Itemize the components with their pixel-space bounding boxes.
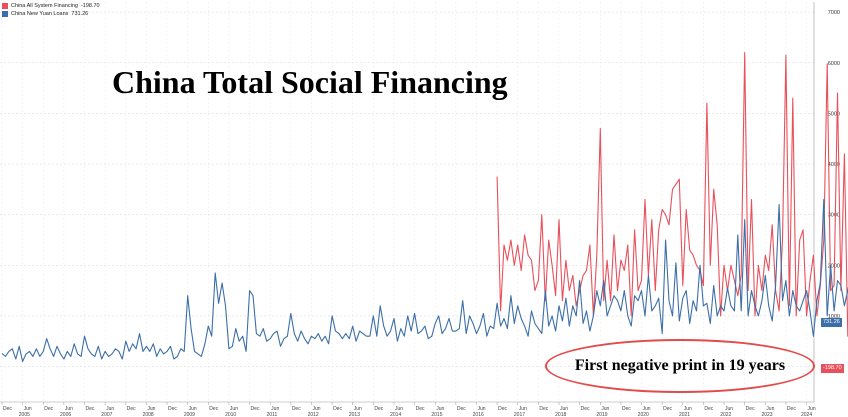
x-month-label: Dec [168,406,177,412]
x-month-label: Dec [251,406,260,412]
last-value-tag-financing: -198.70 [821,364,844,373]
x-year-label: 2010 [225,412,236,417]
x-year-label: 2013 [349,412,360,417]
x-month-label: Dec [127,406,136,412]
x-month-label: Jun [106,406,114,412]
x-year-label: 2020 [638,412,649,417]
x-month-label: Dec [333,406,342,412]
y-tick-label: 1000 [828,314,840,320]
legend: China All System Financing -198.70 China… [2,2,100,18]
x-month-label: Dec [457,406,466,412]
x-month-label: Jun [147,406,155,412]
x-month-label: Jun [477,406,485,412]
x-month-label: Dec [787,406,796,412]
legend-swatch-financing [2,3,8,9]
x-year-label: 2014 [390,412,401,417]
x-month-label: Jun [436,406,444,412]
x-month-label: Jun [395,406,403,412]
legend-item-loans[interactable]: China New Yuan Loans 731.26 [2,10,100,18]
x-month-label: Jun [766,406,774,412]
x-month-label: Dec [209,406,218,412]
y-tick-label: 6000 [828,61,840,67]
legend-value-loans: 731.26 [71,11,89,17]
x-month-label: Dec [746,406,755,412]
x-month-label: Jun [65,406,73,412]
x-year-label: 2022 [720,412,731,417]
x-year-label: 2012 [308,412,319,417]
x-month-label: Dec [3,406,12,412]
last-value-tag-loans: 731.26 [821,318,842,327]
x-year-label: 2023 [761,412,772,417]
legend-item-financing[interactable]: China All System Financing -198.70 [2,2,100,10]
x-month-label: Jun [808,406,816,412]
annotation-ellipse: First negative print in 19 years [545,339,815,393]
x-year-label: 2021 [679,412,690,417]
chart-title: China Total Social Financing [112,64,508,100]
x-year-label: 2017 [514,412,525,417]
x-month-label: Jun [684,406,692,412]
x-year-label: 2016 [473,412,484,417]
x-month-label: Dec [44,406,53,412]
x-month-label: Jun [519,406,527,412]
x-month-label: Dec [581,406,590,412]
x-month-label: Dec [622,406,631,412]
x-year-label: 2024 [801,412,812,417]
x-month-label: Dec [292,406,301,412]
y-tick-label: 3000 [828,213,840,219]
x-month-label: Jun [560,406,568,412]
x-month-label: Dec [374,406,383,412]
x-month-label: Jun [643,406,651,412]
x-month-label: Jun [24,406,32,412]
legend-swatch-loans [2,11,8,17]
legend-label-financing: China All System Financing [11,3,78,9]
x-year-label: 2008 [143,412,154,417]
x-month-label: Jun [354,406,362,412]
legend-label-loans: China New Yuan Loans [11,11,69,17]
x-month-label: Jun [271,406,279,412]
y-tick-label: 7000 [828,10,840,16]
x-month-label: Dec [539,406,548,412]
y-tick-label: 2000 [828,263,840,269]
x-month-label: Jun [725,406,733,412]
x-year-label: 2011 [267,412,278,417]
x-month-label: Dec [416,406,425,412]
x-year-label: 2019 [596,412,607,417]
x-month-label: Dec [86,406,95,412]
x-month-label: Dec [704,406,713,412]
x-month-label: Dec [498,406,507,412]
x-month-label: Dec [663,406,672,412]
x-year-label: 2009 [184,412,195,417]
x-month-label: Jun [189,406,197,412]
y-tick-label: 4000 [828,162,840,168]
y-tick-label: 5000 [828,111,840,117]
x-month-label: Jun [601,406,609,412]
x-month-label: Jun [312,406,320,412]
x-year-label: 2007 [101,412,112,417]
x-year-label: 2006 [60,412,71,417]
annotation-text: First negative print in 19 years [574,357,786,374]
series-line-all-system-financing [496,52,848,337]
x-year-label: 2018 [555,412,566,417]
x-year-label: 2015 [431,412,442,417]
x-month-label: Jun [230,406,238,412]
x-year-label: 2005 [19,412,30,417]
legend-value-financing: -198.70 [80,3,100,9]
series-line-new-yuan-loans [1,198,848,363]
